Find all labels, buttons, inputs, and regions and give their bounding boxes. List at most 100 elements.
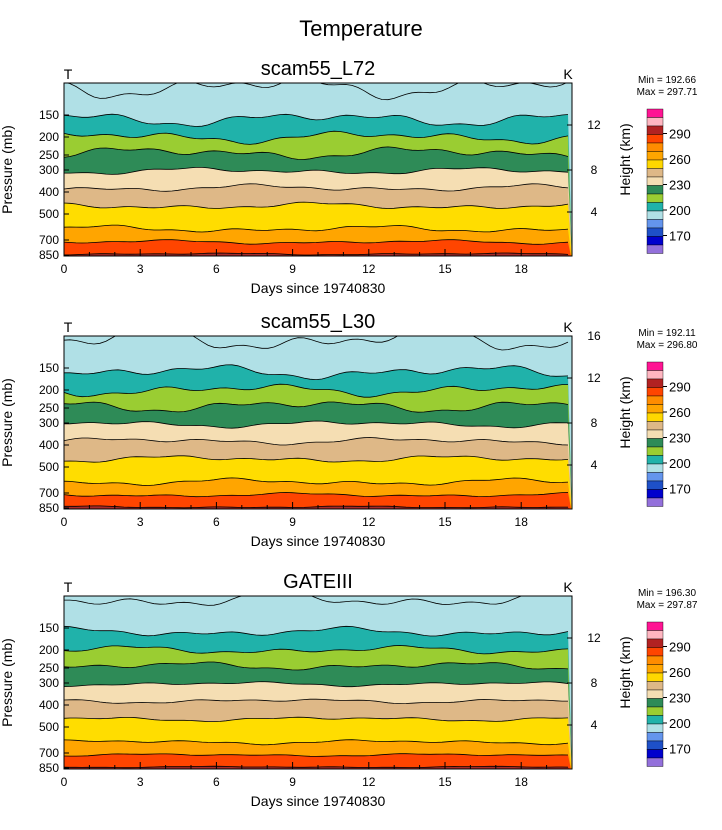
x-tick-label: 9 — [289, 775, 296, 789]
right-axis-label: Height (km) — [617, 376, 633, 448]
colorbar-label: 200 — [669, 203, 691, 218]
colorbar-label: 260 — [669, 665, 691, 680]
y-tick-label: 200 — [39, 643, 59, 657]
contour-line-280K — [64, 753, 569, 757]
max-label: Max = 296.80 — [637, 340, 698, 351]
y-axis-label: Pressure (mb) — [0, 125, 15, 214]
colorbar-swatch — [646, 370, 664, 380]
colorbar-swatch — [646, 621, 664, 631]
colorbar-swatch — [646, 715, 664, 725]
colorbar-swatch — [646, 480, 664, 490]
colorbar-swatch — [646, 438, 664, 448]
min-label: Min = 192.11 — [638, 328, 696, 339]
y-tick-label: 400 — [39, 438, 59, 452]
max-label: Max = 297.87 — [637, 600, 698, 611]
colorbar-swatch — [646, 630, 664, 640]
figure-title: Temperature — [299, 16, 423, 41]
colorbar-swatch — [646, 125, 664, 135]
y-tick-label: 500 — [39, 207, 59, 221]
right-axis-label: Height (km) — [617, 123, 633, 195]
y-tick-label: 200 — [39, 383, 59, 397]
x-tick-label: 12 — [362, 515, 376, 529]
colorbar-swatch — [646, 117, 664, 127]
colorbar-swatch — [646, 193, 664, 203]
colorbar-swatch — [646, 395, 664, 405]
colorbar-label: 290 — [669, 380, 691, 395]
colorbar-swatch — [646, 749, 664, 759]
colorbar-swatch — [646, 647, 664, 657]
colorbar-swatch — [646, 387, 664, 397]
x-tick-label: 6 — [213, 515, 220, 529]
colorbar-label: 260 — [669, 405, 691, 420]
colorbar-swatch — [646, 404, 664, 414]
contour-line-250K — [64, 698, 568, 705]
x-tick-label: 9 — [289, 515, 296, 529]
colorbar-swatch — [646, 463, 664, 473]
colorbar-swatch — [646, 412, 664, 422]
contour-line-270K — [64, 477, 569, 486]
right-tick-label: 4 — [591, 718, 598, 732]
colorbar-label: 200 — [669, 716, 691, 731]
colorbar-swatch — [646, 202, 664, 212]
colorbar-swatch — [646, 108, 664, 118]
contour-line-200K — [64, 596, 523, 606]
min-label: Min = 192.66 — [638, 75, 697, 86]
x-tick-label: 0 — [61, 515, 68, 529]
corner-right-label: K — [563, 66, 573, 82]
contour-line-270K — [64, 224, 569, 233]
colorbar-swatch — [646, 176, 664, 186]
corner-left-label: T — [64, 319, 73, 335]
contour-line-280K — [64, 492, 569, 498]
contour-line-240K — [64, 420, 569, 429]
contour-line-240K — [64, 167, 569, 175]
y-tick-label: 850 — [39, 501, 59, 515]
right-tick-label: 4 — [591, 458, 598, 472]
colorbar-swatch — [646, 723, 664, 733]
colorbar-label: 260 — [669, 152, 691, 167]
x-tick-label: 15 — [438, 515, 452, 529]
x-axis-label: Days since 19740830 — [251, 280, 386, 296]
contour-line-260K — [64, 716, 569, 722]
x-tick-label: 0 — [61, 775, 68, 789]
y-tick-label: 200 — [39, 130, 59, 144]
right-tick-label: 16 — [587, 329, 601, 343]
colorbar-swatch — [646, 227, 664, 237]
colorbar-swatch — [646, 244, 664, 254]
colorbar-swatch — [646, 455, 664, 465]
band-290K — [64, 505, 570, 509]
x-tick-label: 18 — [515, 775, 529, 789]
x-tick-label: 18 — [515, 262, 529, 276]
colorbar-swatch — [646, 421, 664, 431]
panel-title: GATEIII — [283, 571, 353, 593]
right-tick-label: 8 — [591, 676, 598, 690]
x-tick-label: 15 — [438, 775, 452, 789]
max-label: Max = 297.71 — [637, 87, 698, 98]
colorbar: 290 260 230 200 170 — [646, 361, 691, 507]
colorbar-swatch — [646, 168, 664, 178]
colorbar-swatch — [646, 681, 664, 691]
contour-line-200K — [64, 336, 569, 351]
x-tick-label: 6 — [213, 262, 220, 276]
y-axis-label: Pressure (mb) — [0, 378, 15, 467]
colorbar-label: 170 — [669, 482, 691, 497]
y-tick-label: 150 — [39, 621, 59, 635]
y-tick-label: 700 — [39, 486, 59, 500]
y-tick-label: 300 — [39, 676, 59, 690]
x-tick-label: 12 — [362, 775, 376, 789]
panel-title: scam55_L72 — [261, 58, 376, 80]
colorbar-swatch — [646, 740, 664, 750]
colorbar-swatch — [646, 210, 664, 220]
x-tick-label: 6 — [213, 775, 220, 789]
x-tick-label: 3 — [137, 262, 144, 276]
colorbar-swatch — [646, 757, 664, 767]
right-tick-label: 8 — [591, 163, 598, 177]
y-tick-label: 250 — [39, 661, 59, 675]
y-tick-label: 300 — [39, 163, 59, 177]
y-tick-label: 400 — [39, 185, 59, 199]
contour-line-220K — [64, 130, 569, 145]
contour-bands — [64, 336, 572, 509]
colorbar-swatch — [646, 672, 664, 682]
